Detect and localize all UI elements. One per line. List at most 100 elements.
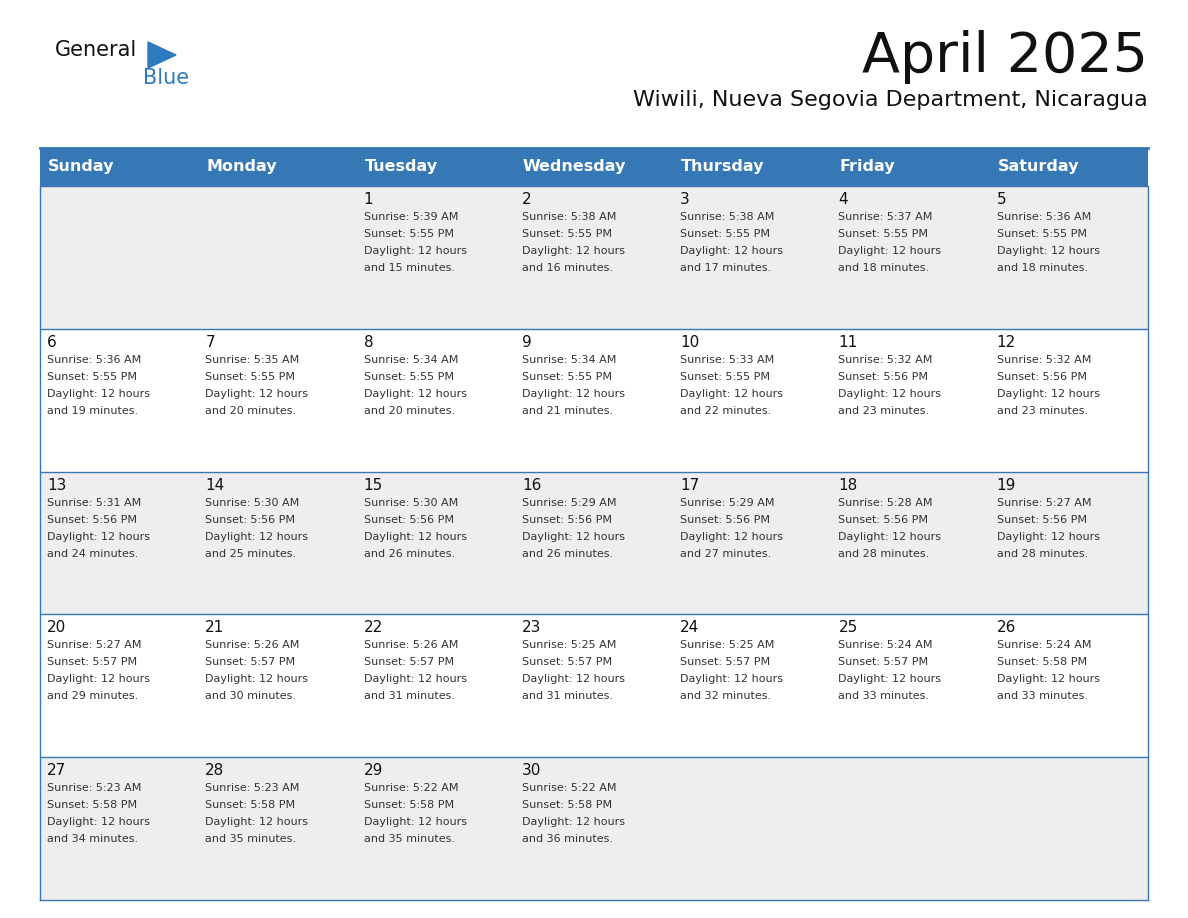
- Text: Sunset: 5:57 PM: Sunset: 5:57 PM: [681, 657, 770, 667]
- Text: Daylight: 12 hours: Daylight: 12 hours: [48, 675, 150, 685]
- Text: and 33 minutes.: and 33 minutes.: [997, 691, 1088, 701]
- Text: Sunrise: 5:29 AM: Sunrise: 5:29 AM: [681, 498, 775, 508]
- Text: 22: 22: [364, 621, 383, 635]
- Text: 30: 30: [522, 763, 542, 778]
- Text: and 31 minutes.: and 31 minutes.: [522, 691, 613, 701]
- Text: 20: 20: [48, 621, 67, 635]
- Text: Sunrise: 5:23 AM: Sunrise: 5:23 AM: [206, 783, 299, 793]
- Text: and 23 minutes.: and 23 minutes.: [997, 406, 1088, 416]
- Bar: [40, 472, 1148, 614]
- Text: Sunset: 5:58 PM: Sunset: 5:58 PM: [206, 800, 296, 811]
- Text: Sunrise: 5:25 AM: Sunrise: 5:25 AM: [681, 641, 775, 650]
- Text: Daylight: 12 hours: Daylight: 12 hours: [522, 389, 625, 398]
- Text: and 34 minutes.: and 34 minutes.: [48, 834, 138, 845]
- Text: and 28 minutes.: and 28 minutes.: [997, 549, 1088, 558]
- Text: 23: 23: [522, 621, 542, 635]
- Text: 12: 12: [997, 335, 1016, 350]
- Text: and 18 minutes.: and 18 minutes.: [997, 263, 1088, 273]
- Text: Sunset: 5:56 PM: Sunset: 5:56 PM: [48, 515, 137, 524]
- Text: Sunrise: 5:34 AM: Sunrise: 5:34 AM: [364, 354, 457, 364]
- Text: Sunset: 5:56 PM: Sunset: 5:56 PM: [997, 515, 1087, 524]
- Text: and 15 minutes.: and 15 minutes.: [364, 263, 455, 273]
- Text: 24: 24: [681, 621, 700, 635]
- Text: Sunset: 5:55 PM: Sunset: 5:55 PM: [364, 372, 454, 382]
- Text: Sunset: 5:55 PM: Sunset: 5:55 PM: [522, 372, 612, 382]
- Text: Daylight: 12 hours: Daylight: 12 hours: [997, 246, 1100, 256]
- Text: Monday: Monday: [207, 160, 277, 174]
- Text: 10: 10: [681, 335, 700, 350]
- Text: 18: 18: [839, 477, 858, 493]
- Text: 7: 7: [206, 335, 215, 350]
- Text: Sunset: 5:57 PM: Sunset: 5:57 PM: [48, 657, 137, 667]
- Bar: [40, 614, 1148, 757]
- Text: and 21 minutes.: and 21 minutes.: [522, 406, 613, 416]
- Text: Daylight: 12 hours: Daylight: 12 hours: [681, 246, 783, 256]
- Text: Sunset: 5:55 PM: Sunset: 5:55 PM: [522, 229, 612, 239]
- Text: Daylight: 12 hours: Daylight: 12 hours: [839, 389, 941, 398]
- Text: and 20 minutes.: and 20 minutes.: [364, 406, 455, 416]
- Text: Sunrise: 5:33 AM: Sunrise: 5:33 AM: [681, 354, 775, 364]
- Text: Sunset: 5:55 PM: Sunset: 5:55 PM: [681, 372, 770, 382]
- Text: Daylight: 12 hours: Daylight: 12 hours: [522, 817, 625, 827]
- Text: Thursday: Thursday: [681, 160, 765, 174]
- Text: 16: 16: [522, 477, 542, 493]
- Text: Sunrise: 5:27 AM: Sunrise: 5:27 AM: [48, 641, 141, 650]
- Text: April 2025: April 2025: [862, 30, 1148, 84]
- Text: Sunrise: 5:23 AM: Sunrise: 5:23 AM: [48, 783, 141, 793]
- Text: 3: 3: [681, 192, 690, 207]
- Text: Sunrise: 5:30 AM: Sunrise: 5:30 AM: [364, 498, 457, 508]
- Text: Sunset: 5:57 PM: Sunset: 5:57 PM: [364, 657, 454, 667]
- Text: and 35 minutes.: and 35 minutes.: [364, 834, 455, 845]
- Text: Sunrise: 5:27 AM: Sunrise: 5:27 AM: [997, 498, 1092, 508]
- Text: Sunset: 5:58 PM: Sunset: 5:58 PM: [364, 800, 454, 811]
- Text: and 26 minutes.: and 26 minutes.: [364, 549, 455, 558]
- Text: Sunrise: 5:29 AM: Sunrise: 5:29 AM: [522, 498, 617, 508]
- Text: and 17 minutes.: and 17 minutes.: [681, 263, 771, 273]
- Text: Sunrise: 5:22 AM: Sunrise: 5:22 AM: [522, 783, 617, 793]
- Text: Sunset: 5:56 PM: Sunset: 5:56 PM: [522, 515, 612, 524]
- Text: 21: 21: [206, 621, 225, 635]
- Text: General: General: [55, 40, 138, 60]
- Text: Sunset: 5:58 PM: Sunset: 5:58 PM: [522, 800, 612, 811]
- Text: Sunday: Sunday: [48, 160, 114, 174]
- Text: 25: 25: [839, 621, 858, 635]
- Text: Sunset: 5:57 PM: Sunset: 5:57 PM: [206, 657, 296, 667]
- Text: and 20 minutes.: and 20 minutes.: [206, 406, 297, 416]
- Text: Daylight: 12 hours: Daylight: 12 hours: [206, 532, 308, 542]
- Text: 8: 8: [364, 335, 373, 350]
- Polygon shape: [148, 42, 176, 68]
- Text: Sunrise: 5:25 AM: Sunrise: 5:25 AM: [522, 641, 617, 650]
- Text: Sunset: 5:55 PM: Sunset: 5:55 PM: [364, 229, 454, 239]
- Text: and 18 minutes.: and 18 minutes.: [839, 263, 929, 273]
- Text: Sunrise: 5:38 AM: Sunrise: 5:38 AM: [681, 212, 775, 222]
- Text: Sunset: 5:55 PM: Sunset: 5:55 PM: [206, 372, 296, 382]
- Text: Sunrise: 5:39 AM: Sunrise: 5:39 AM: [364, 212, 457, 222]
- Text: 2: 2: [522, 192, 531, 207]
- Text: Daylight: 12 hours: Daylight: 12 hours: [364, 246, 467, 256]
- Text: Daylight: 12 hours: Daylight: 12 hours: [839, 532, 941, 542]
- Text: Sunrise: 5:32 AM: Sunrise: 5:32 AM: [839, 354, 933, 364]
- Text: Sunrise: 5:26 AM: Sunrise: 5:26 AM: [206, 641, 299, 650]
- Text: Daylight: 12 hours: Daylight: 12 hours: [839, 246, 941, 256]
- Text: and 33 minutes.: and 33 minutes.: [839, 691, 929, 701]
- Text: Daylight: 12 hours: Daylight: 12 hours: [681, 675, 783, 685]
- Text: Daylight: 12 hours: Daylight: 12 hours: [522, 532, 625, 542]
- Text: Sunset: 5:55 PM: Sunset: 5:55 PM: [681, 229, 770, 239]
- Text: 1: 1: [364, 192, 373, 207]
- Text: and 27 minutes.: and 27 minutes.: [681, 549, 771, 558]
- Text: Sunset: 5:56 PM: Sunset: 5:56 PM: [839, 515, 929, 524]
- Text: Sunset: 5:56 PM: Sunset: 5:56 PM: [839, 372, 929, 382]
- Text: and 16 minutes.: and 16 minutes.: [522, 263, 613, 273]
- Text: 13: 13: [48, 477, 67, 493]
- Text: Daylight: 12 hours: Daylight: 12 hours: [681, 532, 783, 542]
- Text: Sunrise: 5:24 AM: Sunrise: 5:24 AM: [839, 641, 933, 650]
- Text: Sunrise: 5:24 AM: Sunrise: 5:24 AM: [997, 641, 1092, 650]
- Text: Sunrise: 5:36 AM: Sunrise: 5:36 AM: [48, 354, 141, 364]
- Text: and 28 minutes.: and 28 minutes.: [839, 549, 930, 558]
- Text: Wiwili, Nueva Segovia Department, Nicaragua: Wiwili, Nueva Segovia Department, Nicara…: [633, 90, 1148, 110]
- Text: Sunrise: 5:31 AM: Sunrise: 5:31 AM: [48, 498, 141, 508]
- Text: Daylight: 12 hours: Daylight: 12 hours: [997, 389, 1100, 398]
- Text: Sunrise: 5:32 AM: Sunrise: 5:32 AM: [997, 354, 1091, 364]
- Text: 28: 28: [206, 763, 225, 778]
- Text: Sunset: 5:55 PM: Sunset: 5:55 PM: [839, 229, 929, 239]
